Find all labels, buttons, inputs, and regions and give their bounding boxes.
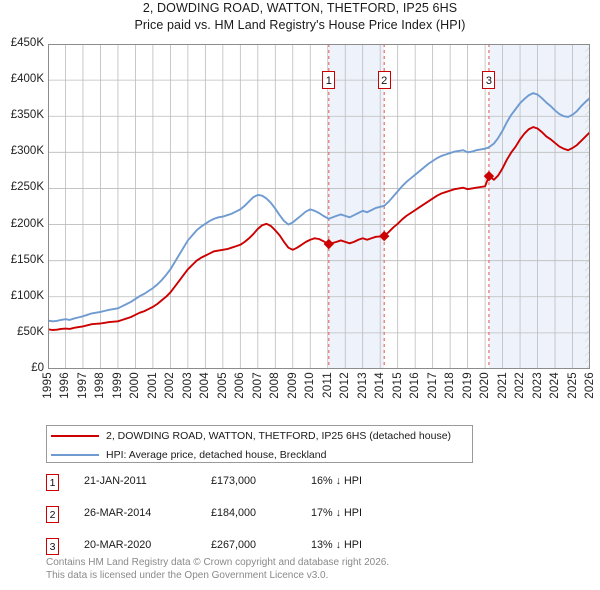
x-tick-label: 2008 [269, 372, 282, 399]
chart-marker-box-1: 1 [322, 71, 336, 89]
y-tick-label: £250K [10, 181, 44, 194]
x-tick-label: 2003 [181, 372, 194, 399]
plot-border [48, 44, 590, 369]
y-tick-label: £400K [10, 73, 44, 86]
footer-line-1: Contains HM Land Registry data © Crown c… [46, 557, 390, 568]
x-tick-label: 2007 [251, 372, 264, 399]
footer-line-2: This data is licensed under the Open Gov… [46, 569, 329, 581]
y-tick-label: £150K [10, 253, 44, 266]
y-tick-label: £350K [10, 109, 44, 122]
x-tick-label: 2015 [391, 372, 404, 399]
x-tick-label: 2017 [426, 372, 439, 399]
x-tick-label: 2025 [566, 372, 579, 399]
x-tick-label: 2010 [304, 372, 317, 399]
x-tick-label: 2009 [286, 372, 299, 399]
sale-date: 20-MAR-2020 [84, 539, 152, 551]
sale-price: £184,000 [211, 507, 257, 519]
x-tick-label: 2022 [514, 372, 527, 399]
x-tick-label: 2000 [129, 372, 142, 399]
sale-index-badge-1: 1 [46, 474, 59, 491]
legend-swatch [51, 453, 99, 456]
footer-attribution: Contains HM Land Registry data © Crown c… [46, 557, 586, 582]
x-tick-label: 2023 [531, 372, 544, 399]
y-tick-label: £200K [10, 217, 44, 230]
sale-index-badge-3: 3 [46, 538, 59, 555]
x-tick-label: 2011 [321, 372, 334, 398]
plot-area [48, 44, 590, 369]
sale-hpi-delta: 16% ↓ HPI [311, 475, 363, 487]
sale-index-badge-2: 2 [46, 506, 59, 523]
legend-swatch [51, 434, 99, 437]
legend-row-1: 2, DOWDING ROAD, WATTON, THETFORD, IP25 … [47, 426, 472, 445]
sale-hpi-delta: 17% ↓ HPI [311, 507, 363, 519]
series-line [48, 126, 590, 331]
y-tick-label: £50K [17, 325, 44, 338]
sale-hpi-delta: 13% ↓ HPI [311, 539, 363, 551]
sale-marker-3 [483, 170, 495, 182]
x-tick-label: 1997 [76, 372, 89, 399]
x-tick-label: 1995 [42, 372, 54, 399]
y-tick-label: £450K [10, 37, 44, 49]
x-tick-label: 2014 [374, 372, 387, 399]
x-tick-label: 1999 [111, 372, 124, 399]
title-line-2: Price paid vs. HM Land Registry's House … [134, 18, 466, 32]
x-tick-label: 2001 [146, 372, 159, 399]
x-tick-label: 2026 [584, 372, 596, 399]
x-tick-label: 1996 [59, 372, 72, 399]
x-tick-label: 2002 [164, 372, 177, 399]
y-tick-label: £300K [10, 145, 44, 158]
legend-row-2: HPI: Average price, detached house, Brec… [47, 445, 472, 464]
sale-price: £173,000 [211, 475, 257, 487]
y-tick-label: £0 [31, 362, 44, 374]
series-line [48, 92, 590, 323]
x-tick-label: 2005 [216, 372, 229, 399]
shaded-band-2 [488, 44, 590, 369]
legend-label: HPI: Average price, detached house, Brec… [106, 448, 327, 461]
chart-svg [48, 44, 590, 369]
chart-legend: 2, DOWDING ROAD, WATTON, THETFORD, IP25 … [46, 425, 473, 463]
shaded-band-1 [328, 44, 385, 369]
legend-label: 2, DOWDING ROAD, WATTON, THETFORD, IP25 … [106, 429, 452, 442]
x-axis-labels: 1995 1996 1997 1998 1999 2000 2001 2002 2003 2004… [42, 372, 596, 418]
x-tick-label: 2013 [356, 372, 369, 399]
y-axis-labels: £0 £50K £100K £150K £200K £250K £300K £350K £400… [0, 37, 44, 374]
x-tick-label: 2019 [461, 372, 474, 399]
y-tick-label: £100K [10, 289, 44, 302]
title-line-1: 2, DOWDING ROAD, WATTON, THETFORD, IP25 … [142, 1, 458, 15]
sale-date: 21-JAN-2011 [84, 475, 147, 487]
x-tick-label: 2016 [409, 372, 422, 399]
x-tick-label: 2012 [339, 372, 352, 399]
sale-marker-1 [323, 238, 334, 250]
page-title: 2, DOWDING ROAD, WATTON, THETFORD, IP25 … [0, 0, 600, 34]
x-tick-label: 2024 [549, 372, 562, 399]
sale-date: 26-MAR-2014 [84, 507, 152, 519]
x-tick-label: 1998 [94, 372, 107, 399]
x-tick-label: 2021 [496, 372, 509, 399]
x-tick-label: 2006 [234, 372, 247, 399]
chart-marker-box-3: 3 [482, 71, 496, 89]
x-tick-label: 2020 [479, 372, 492, 399]
chart-marker-box-2: 2 [377, 71, 391, 89]
sale-marker-2 [379, 230, 390, 242]
future-hatch-region [585, 44, 590, 369]
x-tick-label: 2004 [199, 372, 212, 399]
sale-price: £267,000 [211, 539, 257, 551]
x-tick-label: 2018 [444, 372, 457, 399]
